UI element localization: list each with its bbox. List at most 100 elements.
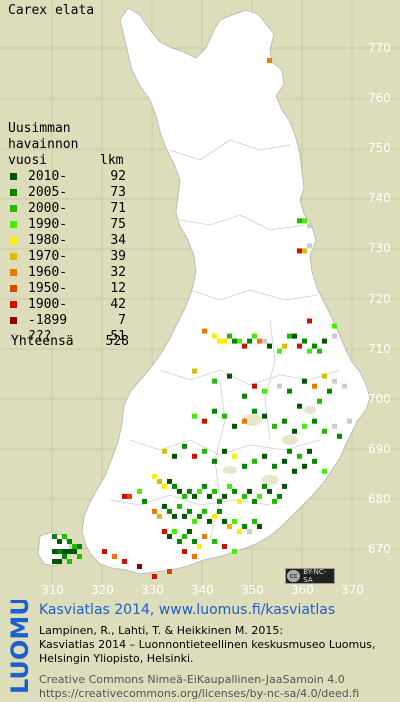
- record-square: [167, 569, 172, 574]
- record-square: [232, 518, 237, 524]
- record-square: [262, 413, 267, 419]
- record-square: [277, 383, 282, 389]
- y-tick-label: 670: [368, 542, 391, 556]
- record-square: [212, 333, 217, 339]
- record-square: [102, 549, 107, 554]
- record-square: [307, 243, 312, 249]
- y-tick-label: 680: [368, 491, 391, 506]
- legend-total-label: Yhteensä: [11, 334, 74, 349]
- y-tick-label: 770: [368, 41, 391, 55]
- record-square: [137, 564, 142, 569]
- record-square: [237, 338, 242, 344]
- record-square: [297, 343, 302, 349]
- record-square: [332, 423, 337, 429]
- record-square: [167, 478, 172, 484]
- record-square: [202, 418, 207, 424]
- legend-swatch: [10, 253, 17, 260]
- record-square: [157, 478, 162, 484]
- record-square: [297, 453, 302, 459]
- legend-period-label: 2010-: [28, 169, 68, 184]
- record-square: [302, 378, 307, 384]
- record-square: [317, 348, 322, 354]
- record-square: [322, 373, 327, 379]
- footer-title-link[interactable]: Kasviatlas 2014, www.luomus.fi/kasviatla…: [39, 602, 336, 618]
- record-square: [262, 388, 267, 394]
- record-square: [222, 338, 227, 344]
- record-square: [217, 508, 222, 514]
- record-square: [167, 508, 172, 514]
- record-square: [242, 393, 247, 399]
- distribution-map[interactable]: [0, 0, 400, 596]
- x-tick-label: 320: [91, 583, 114, 597]
- record-square: [242, 493, 247, 499]
- record-square: [177, 488, 182, 494]
- record-square: [282, 418, 287, 424]
- record-square: [172, 453, 177, 459]
- record-square: [62, 554, 67, 559]
- record-square: [217, 338, 222, 344]
- record-square: [122, 493, 127, 499]
- record-square: [72, 544, 77, 549]
- legend-header-vuosi: vuosi: [8, 153, 48, 168]
- record-square: [282, 343, 287, 349]
- record-square: [57, 549, 62, 554]
- record-square: [187, 508, 192, 514]
- record-square: [192, 554, 197, 559]
- record-square: [287, 333, 292, 339]
- record-square: [57, 559, 62, 564]
- record-square: [222, 544, 227, 549]
- record-square: [202, 483, 207, 489]
- y-tick-label: 740: [368, 191, 391, 206]
- legend-count: 75: [110, 217, 126, 232]
- legend-count: 7: [118, 313, 126, 328]
- x-tick-label: 370: [341, 583, 364, 597]
- record-square: [232, 338, 237, 344]
- record-square: [242, 418, 247, 424]
- x-tick-label: 350: [241, 583, 264, 597]
- species-name: Carex elata: [8, 3, 95, 18]
- record-square: [152, 473, 157, 479]
- record-square: [192, 518, 197, 524]
- record-square: [292, 468, 297, 474]
- record-square: [212, 408, 217, 414]
- y-tick-label: 720: [368, 291, 391, 306]
- record-square: [222, 413, 227, 419]
- footer-license-url[interactable]: https://creativecommons.org/licenses/by-…: [39, 687, 360, 700]
- record-square: [152, 508, 157, 514]
- legend-header: Uusimman havainnon vuosi lkm: [8, 121, 123, 169]
- record-square: [162, 503, 167, 509]
- cc-license-badge[interactable]: cc BY-NC-SA: [285, 568, 335, 584]
- record-square: [52, 549, 57, 554]
- y-tick-label: 730: [368, 241, 391, 256]
- luomus-logo-text: LUOMUS: [6, 600, 32, 694]
- record-square: [267, 488, 272, 494]
- record-square: [212, 513, 217, 519]
- x-tick-label: 330: [141, 583, 164, 597]
- record-square: [182, 493, 187, 499]
- record-square: [227, 483, 232, 489]
- record-square: [172, 529, 177, 534]
- legend-count: 73: [110, 185, 126, 200]
- y-tick-label: 690: [368, 441, 391, 456]
- legend-count: 34: [110, 233, 126, 248]
- record-square: [347, 418, 352, 424]
- record-square: [307, 448, 312, 454]
- record-square: [162, 529, 167, 534]
- record-square: [272, 498, 277, 504]
- record-square: [172, 513, 177, 519]
- x-tick-label: 340: [191, 583, 214, 597]
- record-square: [192, 368, 197, 374]
- record-square: [312, 458, 317, 464]
- record-square: [337, 433, 342, 439]
- record-square: [167, 534, 172, 539]
- record-squares: [52, 58, 352, 579]
- record-square: [227, 524, 232, 529]
- record-square: [252, 408, 257, 414]
- legend-period-label: 2000-: [28, 201, 68, 216]
- record-square: [227, 333, 232, 339]
- footer-license-name: Creative Commons Nimeä-EiKaupallinen-Jaa…: [39, 673, 345, 686]
- y-tick-label: 700: [368, 391, 391, 406]
- record-square: [212, 378, 217, 384]
- legend-header-line1: Uusimman: [8, 121, 71, 136]
